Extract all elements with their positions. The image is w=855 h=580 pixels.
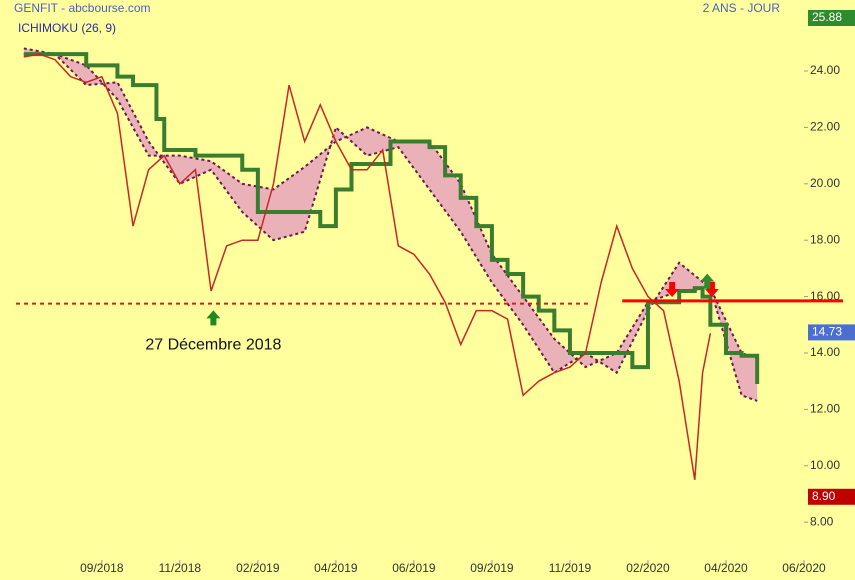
value-tag-label: 14.73 bbox=[812, 325, 842, 339]
x-tick-label: 02/2019 bbox=[236, 561, 280, 575]
price-line bbox=[23, 53, 712, 480]
arrow-marker bbox=[700, 273, 715, 289]
y-tick-label: 20.00 bbox=[810, 176, 840, 190]
y-tick-label: 24.00 bbox=[810, 63, 840, 77]
y-tick-label: 8.00 bbox=[810, 514, 834, 528]
value-tag bbox=[808, 324, 855, 341]
y-tick-label: 22.00 bbox=[810, 120, 840, 134]
y-tick-label: 16.00 bbox=[810, 289, 840, 303]
annotation-text: 27 Décembre 2018 bbox=[145, 337, 281, 354]
value-tag-label: 8.90 bbox=[812, 489, 836, 503]
chart-title: GENFIT - abcbourse.com bbox=[14, 1, 151, 15]
y-tick-label: 18.00 bbox=[810, 232, 840, 246]
kijun-line bbox=[23, 52, 760, 384]
y-tick-label: 12.00 bbox=[810, 402, 840, 416]
value-tag bbox=[808, 488, 855, 505]
x-tick-label: 04/2019 bbox=[314, 561, 358, 575]
x-tick-label: 09/2019 bbox=[470, 561, 514, 575]
indicator-label: ICHIMOKU (26, 9) bbox=[18, 21, 116, 35]
value-tag bbox=[808, 10, 855, 26]
x-tick-label: 09/2018 bbox=[80, 561, 124, 575]
arrow-marker bbox=[704, 281, 719, 297]
x-tick-label: 06/2019 bbox=[392, 561, 436, 575]
cloud-span bbox=[23, 53, 758, 369]
y-tick-label: 10.00 bbox=[810, 458, 840, 472]
x-tick-label: 11/2019 bbox=[549, 561, 592, 575]
cloud-span bbox=[23, 47, 758, 402]
value-tag-label: 25.88 bbox=[812, 10, 842, 24]
x-tick-label: 06/2020 bbox=[782, 561, 826, 575]
period-label: 2 ANS - JOUR bbox=[703, 1, 781, 15]
x-tick-label: 11/2018 bbox=[159, 561, 202, 575]
x-tick-label: 02/2020 bbox=[626, 561, 670, 575]
x-tick-label: 04/2020 bbox=[704, 561, 748, 575]
y-tick-label: 14.00 bbox=[810, 345, 840, 359]
arrow-marker bbox=[206, 310, 221, 326]
arrow-marker bbox=[665, 281, 680, 297]
